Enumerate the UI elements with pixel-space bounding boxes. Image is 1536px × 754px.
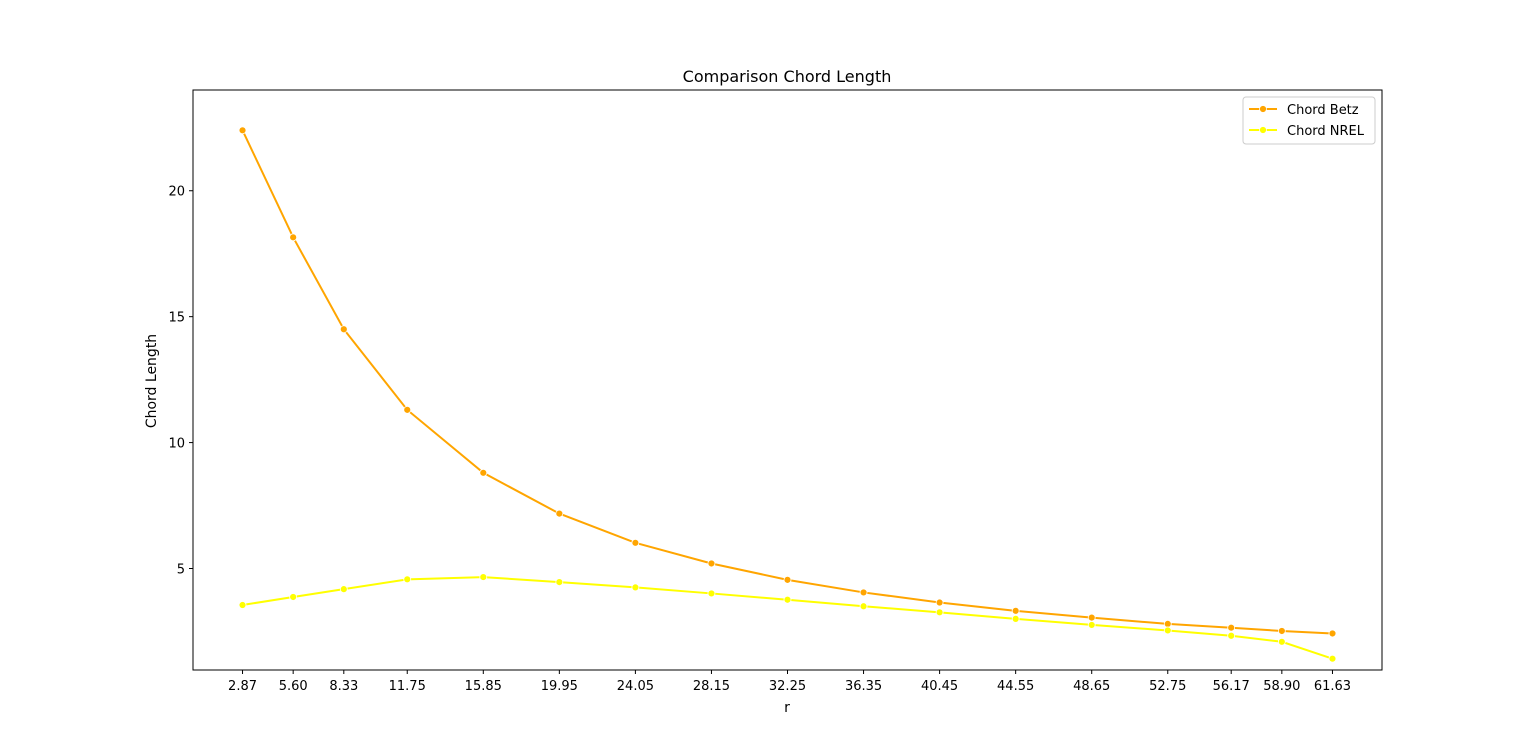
data-point-chord-betz — [1227, 623, 1236, 632]
series-chord-nrel — [238, 573, 1337, 663]
y-tick-label: 20 — [168, 185, 185, 200]
y-tick-label: 15 — [168, 311, 185, 326]
data-point-chord-betz — [289, 233, 298, 242]
data-point-chord-nrel — [783, 595, 792, 604]
x-tick-label: 2.87 — [228, 679, 257, 694]
x-tick-label: 58.90 — [1263, 679, 1300, 694]
data-point-chord-nrel — [1277, 637, 1286, 646]
x-tick-label: 32.25 — [769, 679, 806, 694]
data-point-chord-betz — [1277, 627, 1286, 635]
data-point-chord-nrel — [1328, 654, 1337, 663]
data-point-chord-betz — [783, 575, 792, 584]
data-point-chord-nrel — [707, 589, 716, 598]
x-tick-label: 15.85 — [465, 679, 502, 694]
data-point-chord-nrel — [859, 602, 868, 611]
data-point-chord-nrel — [1087, 621, 1096, 629]
x-tick-label: 11.75 — [389, 679, 426, 694]
data-point-chord-betz — [1328, 629, 1337, 638]
x-tick-label: 61.63 — [1314, 679, 1351, 694]
x-tick-label: 56.17 — [1213, 679, 1250, 694]
data-point-chord-nrel — [1163, 626, 1172, 635]
data-point-chord-betz — [403, 405, 412, 414]
data-point-chord-nrel — [289, 593, 298, 601]
data-point-chord-nrel — [935, 608, 944, 617]
x-tick-label: 52.75 — [1149, 679, 1186, 694]
x-tick-label: 44.55 — [997, 679, 1034, 694]
legend-label: Chord NREL — [1287, 124, 1365, 139]
y-axis: 5 10 15 20 — [168, 185, 193, 578]
data-point-chord-betz — [1163, 620, 1172, 628]
x-axis: 2.87 5.60 8.33 11.75 15.85 19.95 24.05 28.15 32.… — [228, 670, 1351, 694]
data-point-chord-nrel — [631, 583, 640, 592]
y-tick-label: 5 — [177, 563, 185, 578]
y-tick-label: 10 — [168, 437, 185, 452]
data-point-chord-nrel — [555, 578, 564, 587]
data-point-chord-betz — [479, 468, 488, 477]
data-point-chord-nrel — [1227, 631, 1236, 640]
legend-item: Chord Betz — [1249, 103, 1359, 118]
plot-area — [238, 126, 1337, 663]
data-point-chord-betz — [935, 598, 944, 607]
x-tick-label: 28.15 — [693, 679, 730, 694]
x-tick-label: 40.45 — [921, 679, 958, 694]
x-tick-label: 36.35 — [845, 679, 882, 694]
x-tick-label: 48.65 — [1073, 679, 1110, 694]
data-point-chord-betz — [1011, 606, 1020, 615]
x-tick-label: 5.60 — [279, 679, 308, 694]
data-point-chord-betz — [631, 538, 640, 547]
data-point-chord-nrel — [479, 573, 488, 581]
legend-marker — [1259, 126, 1267, 134]
y-axis-label: Chord Length — [144, 334, 160, 428]
series-chord-betz — [238, 126, 1337, 638]
data-point-chord-nrel — [1011, 614, 1020, 623]
data-point-chord-nrel — [403, 575, 412, 584]
legend: Chord Betz Chord NREL — [1242, 96, 1376, 145]
data-point-chord-betz — [1087, 613, 1096, 622]
data-point-chord-betz — [707, 559, 716, 568]
x-axis-label: r — [784, 700, 790, 716]
x-tick-label: 19.95 — [541, 679, 578, 694]
data-point-chord-betz — [238, 126, 247, 135]
chart-title: Comparison Chord Length — [683, 67, 892, 86]
data-point-chord-betz — [555, 509, 564, 518]
data-point-chord-betz — [339, 325, 348, 334]
data-point-chord-nrel — [238, 601, 247, 609]
x-tick-label: 8.33 — [329, 679, 358, 694]
legend-item: Chord NREL — [1249, 124, 1365, 139]
x-tick-label: 24.05 — [617, 679, 654, 694]
legend-label: Chord Betz — [1287, 103, 1359, 118]
legend-marker — [1259, 105, 1267, 113]
data-point-chord-nrel — [339, 585, 348, 594]
data-point-chord-betz — [859, 588, 868, 597]
